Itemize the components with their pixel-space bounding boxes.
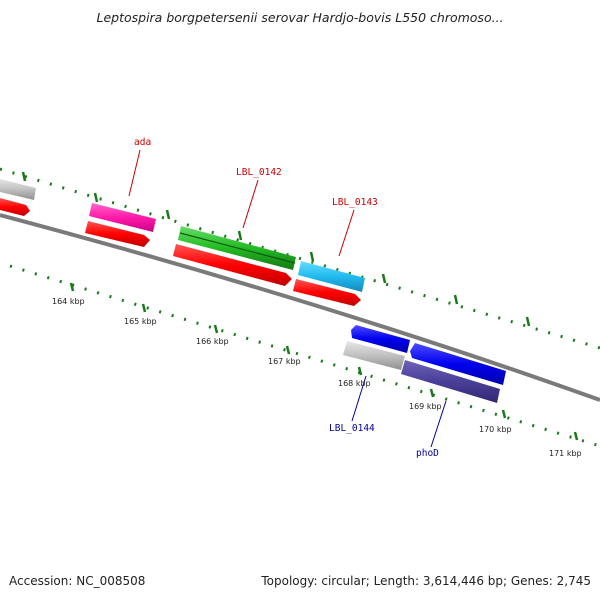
leader-ada — [128, 149, 141, 197]
outer-major-tick — [165, 209, 171, 220]
genome-backbone — [0, 213, 600, 402]
map-title: Leptospira borgpetersenii serovar Hardjo… — [96, 10, 504, 25]
feature-red-ada — [85, 221, 150, 247]
inner-major-tick — [285, 345, 291, 355]
outer-major-tick — [21, 171, 27, 182]
inner-ruler: 164 kbp 165 kbp 166 kbp 167 kbp 168 kbp … — [9, 264, 600, 458]
inner-major-tick — [357, 366, 363, 376]
feature-blue-large — [410, 343, 506, 385]
feature-lbl-0143 — [298, 261, 365, 292]
outer-major-tick — [453, 294, 459, 305]
gene-label-phod: phoD — [416, 448, 439, 459]
inner-major-tick — [573, 431, 579, 441]
outer-major-tick — [309, 251, 315, 262]
leader-lbl-0144 — [351, 375, 367, 422]
kbp-label: 165 kbp — [124, 317, 157, 326]
outer-major-tick — [93, 192, 99, 203]
feature-blue-small — [351, 325, 410, 353]
feature-red-lbl-0142 — [173, 244, 292, 286]
accession-text: Accession: NC_008508 — [9, 574, 146, 588]
outer-ruler-dots — [0, 167, 600, 350]
outer-major-tick — [381, 273, 387, 284]
feature-ada — [89, 203, 156, 232]
inner-major-tick — [69, 282, 75, 292]
inner-major-tick — [501, 409, 507, 419]
gene-label-lbl-0142: LBL_0142 — [236, 167, 282, 178]
gene-label-lbl-0143: LBL_0143 — [332, 197, 378, 208]
kbp-label: 166 kbp — [196, 337, 229, 346]
inner-major-tick — [429, 388, 435, 398]
kbp-label: 171 kbp — [549, 449, 582, 458]
kbp-label: 169 kbp — [409, 402, 442, 411]
leader-phod — [430, 400, 447, 448]
feature-gray-left — [0, 179, 36, 200]
gene-label-ada: ada — [134, 137, 151, 148]
genome-summary-text: Topology: circular; Length: 3,614,446 bp… — [261, 574, 591, 588]
gene-label-lbl-0144: LBL_0144 — [329, 423, 375, 434]
leader-lbl-0142 — [242, 179, 259, 229]
outer-ruler — [0, 167, 600, 350]
kbp-label: 167 kbp — [268, 357, 301, 366]
kbp-label: 164 kbp — [52, 297, 85, 306]
inner-major-tick — [141, 303, 147, 313]
inner-major-tick — [213, 324, 219, 334]
feature-red-left — [0, 198, 30, 216]
feature-phod — [401, 360, 500, 403]
feature-red-lbl-0143 — [293, 279, 361, 306]
leader-lbl-0143 — [338, 209, 355, 257]
kbp-label: 170 kbp — [479, 425, 512, 434]
feature-lbl-0144 — [343, 341, 405, 370]
outer-major-tick — [525, 316, 531, 327]
feature-lbl-0142-stripe — [179, 232, 296, 264]
outer-major-tick — [237, 230, 243, 241]
kbp-label: 168 kbp — [338, 379, 371, 388]
